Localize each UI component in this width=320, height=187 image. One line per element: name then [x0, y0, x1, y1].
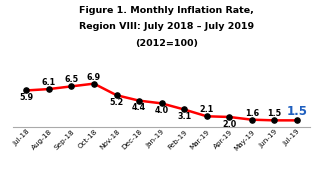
Point — [69, 85, 74, 88]
Text: 6.5: 6.5 — [64, 75, 78, 84]
Point — [137, 99, 142, 102]
Text: Figure 1. Monthly Inflation Rate,: Figure 1. Monthly Inflation Rate, — [79, 6, 254, 15]
Text: 1.5: 1.5 — [267, 109, 281, 118]
Text: 2.0: 2.0 — [222, 119, 236, 128]
Text: 6.1: 6.1 — [42, 78, 56, 87]
Point — [272, 119, 277, 122]
Point — [159, 102, 164, 105]
Text: 4.0: 4.0 — [155, 106, 169, 115]
Point — [204, 115, 209, 118]
Text: 2.1: 2.1 — [200, 105, 214, 114]
Point — [181, 108, 187, 111]
Text: 6.9: 6.9 — [87, 73, 101, 82]
Text: 1.6: 1.6 — [245, 109, 259, 118]
Point — [24, 89, 29, 92]
Text: 1.5: 1.5 — [286, 105, 308, 118]
Text: 4.4: 4.4 — [132, 103, 146, 112]
Point — [92, 82, 97, 85]
Point — [227, 115, 232, 118]
Text: 3.1: 3.1 — [177, 112, 191, 121]
Text: (2012=100): (2012=100) — [135, 39, 198, 48]
Text: 5.2: 5.2 — [109, 98, 124, 107]
Text: Region VIII: July 2018 – July 2019: Region VIII: July 2018 – July 2019 — [79, 22, 254, 31]
Text: 5.9: 5.9 — [19, 93, 33, 102]
Point — [249, 118, 254, 121]
Point — [294, 119, 300, 122]
Point — [114, 94, 119, 97]
Point — [46, 88, 52, 91]
